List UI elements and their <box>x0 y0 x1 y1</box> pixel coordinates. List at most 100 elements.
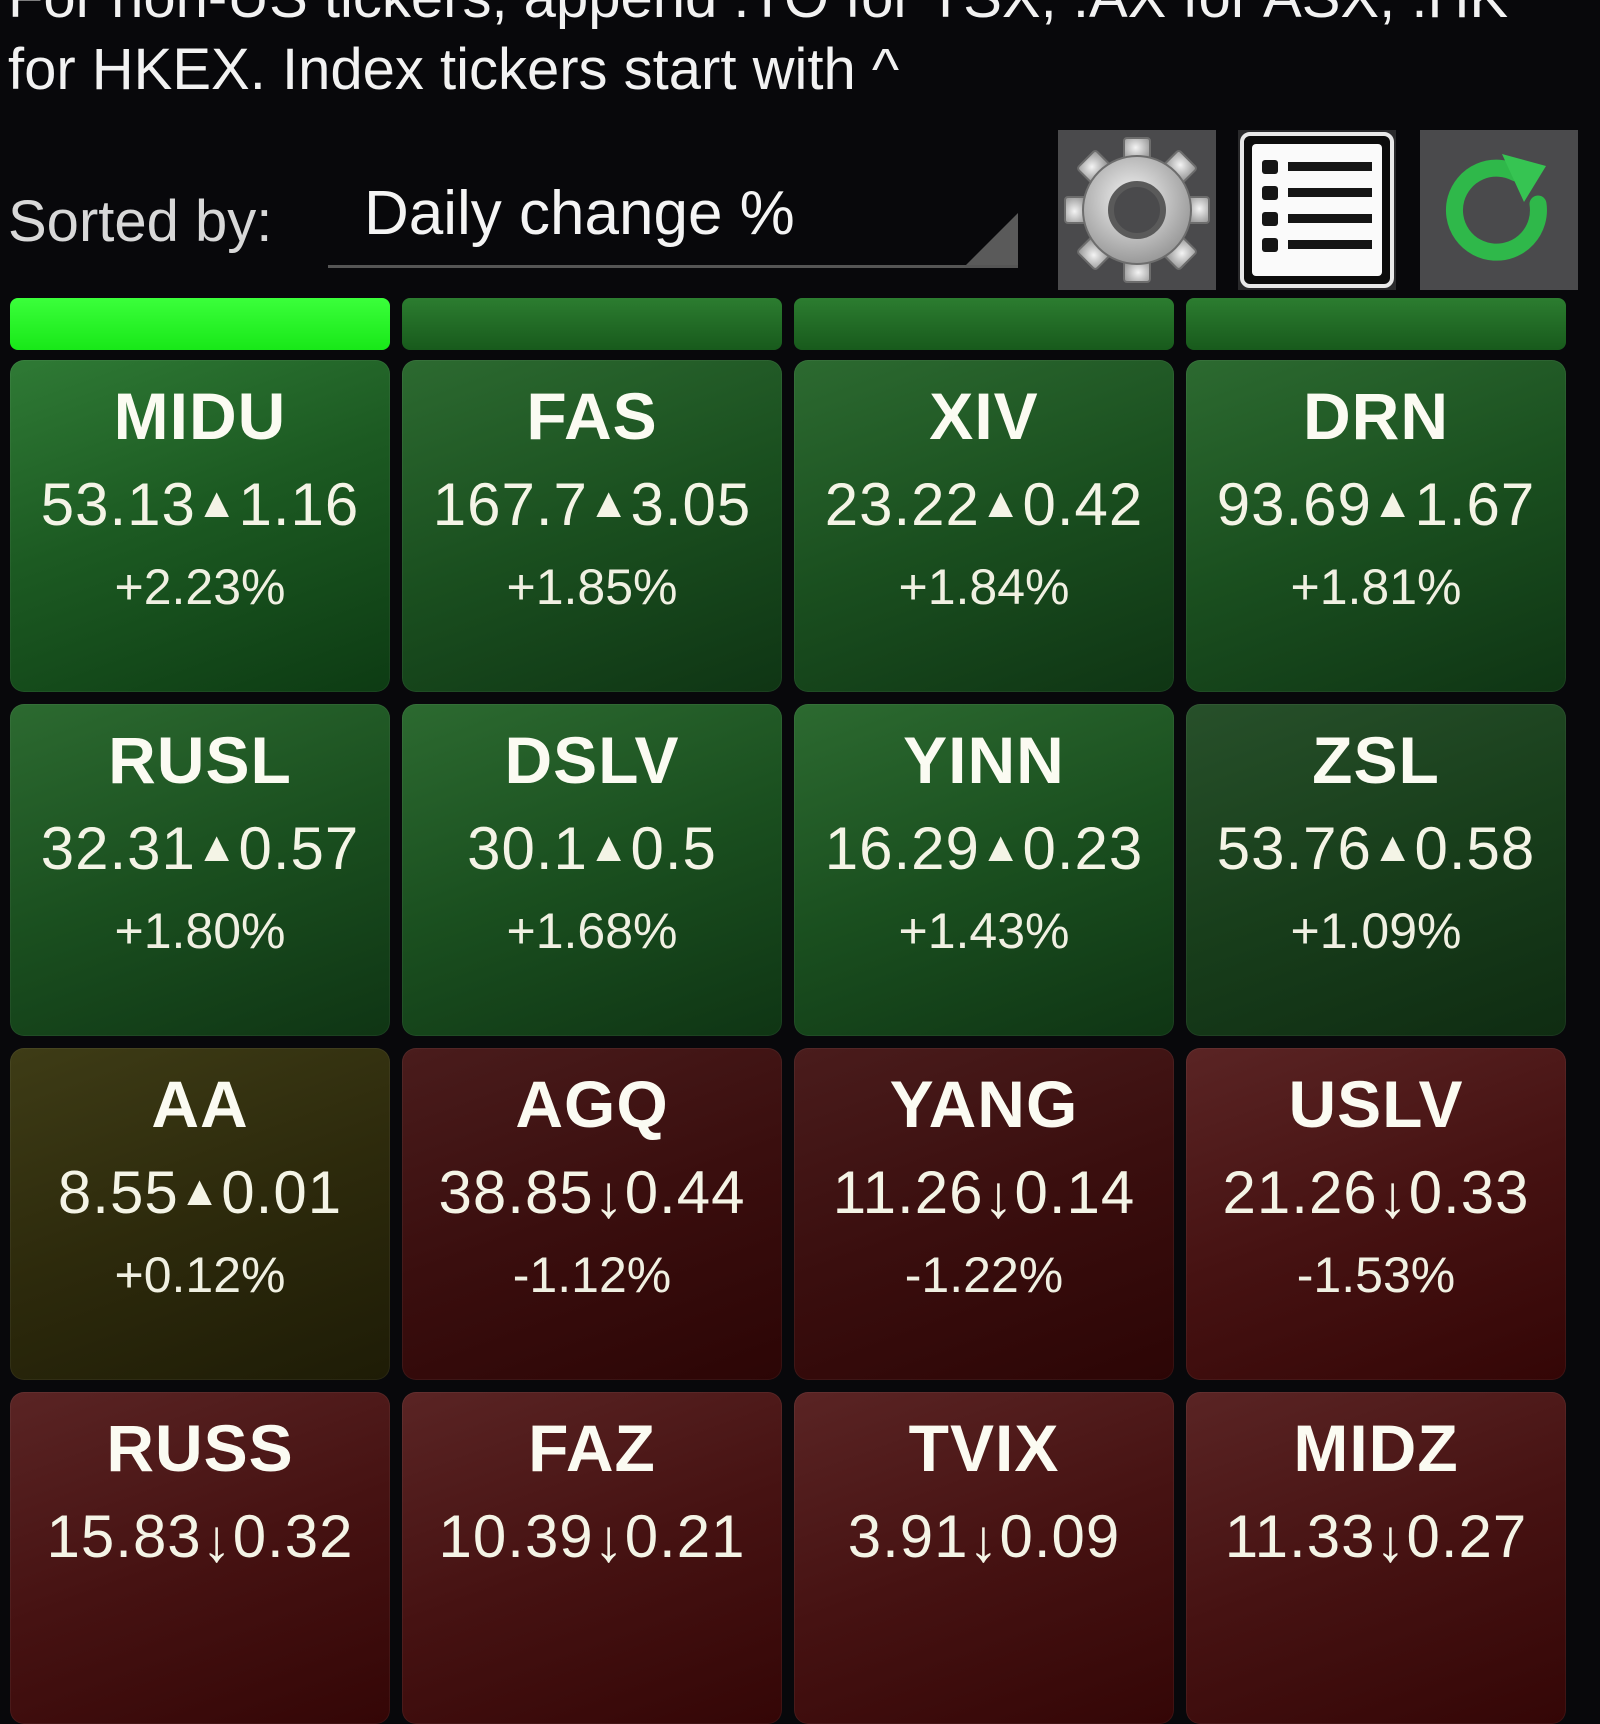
down-arrow-icon: ↓ <box>1375 1507 1407 1574</box>
ticker-percent-change: +1.43% <box>898 903 1070 959</box>
ticker-tile[interactable]: XIV 23.22▲0.42 +1.84% <box>794 360 1174 692</box>
ticker-percent-change: +1.09% <box>1290 903 1462 959</box>
settings-button[interactable] <box>1058 130 1216 290</box>
ticker-price: 3.91 <box>847 1503 969 1570</box>
up-triangle-icon: ▲ <box>1371 823 1415 870</box>
ticker-price: 15.83 <box>46 1503 202 1570</box>
column-strength-bar <box>402 298 782 350</box>
ticker-price-line: 16.29▲0.23 <box>794 814 1174 883</box>
ticker-price-line: 3.91↓0.09 <box>794 1502 1174 1575</box>
ticker-percent-change: -1.53% <box>1296 1247 1456 1303</box>
ticker-grid: MIDU 53.13▲1.16 +2.23% FAS 167.7▲3.05 +1.85% X… <box>10 298 1566 1724</box>
ticker-tile[interactable]: USLV 21.26↓0.33 -1.53% <box>1186 1048 1566 1380</box>
sort-label: Sorted by: <box>8 189 273 254</box>
ticker-price-line: 11.33↓0.27 <box>1186 1502 1566 1575</box>
ticker-change: 0.23 <box>1022 815 1144 882</box>
ticker-percent-change: +1.84% <box>898 559 1070 615</box>
up-triangle-icon: ▲ <box>979 823 1023 870</box>
up-triangle-icon: ▲ <box>195 823 239 870</box>
down-arrow-icon: ↓ <box>593 1163 625 1230</box>
ticker-tile[interactable]: ZSL 53.76▲0.58 +1.09% <box>1186 704 1566 1036</box>
ticker-tile[interactable]: DRN 93.69▲1.67 +1.81% <box>1186 360 1566 692</box>
ticker-price: 53.13 <box>40 471 196 538</box>
ticker-format-hint: For non-US tickers, append .TO for TSX, … <box>8 0 1508 102</box>
down-arrow-icon: ↓ <box>201 1507 233 1574</box>
ticker-percent-change: +2.23% <box>114 559 286 615</box>
ticker-price-line: 93.69▲1.67 <box>1186 470 1566 539</box>
ticker-price-line: 38.85↓0.44 <box>402 1158 782 1231</box>
up-triangle-icon: ▲ <box>979 479 1023 526</box>
ticker-price: 167.7 <box>432 471 588 538</box>
ticker-symbol: DSLV <box>504 723 680 797</box>
ticker-tile[interactable]: YINN 16.29▲0.23 +1.43% <box>794 704 1174 1036</box>
ticker-price-line: 32.31▲0.57 <box>10 814 390 883</box>
ticker-change: 0.33 <box>1408 1159 1530 1226</box>
down-arrow-icon: ↓ <box>968 1507 1000 1574</box>
ticker-tile[interactable]: AGQ 38.85↓0.44 -1.12% <box>402 1048 782 1380</box>
ticker-symbol: DRN <box>1303 379 1449 453</box>
ticker-tile[interactable]: RUSL 32.31▲0.57 +1.80% <box>10 704 390 1036</box>
ticker-symbol: USLV <box>1288 1067 1464 1141</box>
up-triangle-icon: ▲ <box>1371 479 1415 526</box>
sort-dropdown-value: Daily change % <box>364 179 795 248</box>
ticker-change: 0.44 <box>624 1159 746 1226</box>
ticker-tile[interactable]: AA 8.55▲0.01 +0.12% <box>10 1048 390 1380</box>
ticker-price-line: 10.39↓0.21 <box>402 1502 782 1575</box>
ticker-change: 1.67 <box>1414 471 1536 538</box>
ticker-price: 10.39 <box>438 1503 594 1570</box>
ticker-symbol: YINN <box>903 723 1065 797</box>
column-strength-bar <box>10 298 390 350</box>
ticker-tile[interactable]: RUSS 15.83↓0.32 <box>10 1392 390 1724</box>
ticker-tile[interactable]: YANG 11.26↓0.14 -1.22% <box>794 1048 1174 1380</box>
sort-dropdown[interactable]: Daily change % <box>328 170 1018 268</box>
ticker-percent-change: +1.85% <box>506 559 678 615</box>
ticker-tile[interactable]: DSLV 30.1▲0.5 +1.68% <box>402 704 782 1036</box>
ticker-change: 0.57 <box>238 815 360 882</box>
list-view-button[interactable] <box>1238 130 1396 290</box>
refresh-button[interactable] <box>1420 130 1578 290</box>
ticker-symbol: FAZ <box>528 1411 656 1485</box>
ticker-tile[interactable]: MIDU 53.13▲1.16 +2.23% <box>10 360 390 692</box>
ticker-symbol: FAS <box>526 379 658 453</box>
ticker-symbol: ZSL <box>1312 723 1440 797</box>
up-triangle-icon: ▲ <box>587 823 631 870</box>
ticker-symbol: MIDU <box>113 379 287 453</box>
down-arrow-icon: ↓ <box>1377 1163 1409 1230</box>
ticker-change: 0.14 <box>1014 1159 1136 1226</box>
ticker-change: 0.01 <box>221 1159 343 1226</box>
dropdown-corner-icon <box>966 213 1018 265</box>
ticker-price: 8.55 <box>57 1159 179 1226</box>
refresh-icon <box>1445 154 1547 261</box>
ticker-price-line: 21.26↓0.33 <box>1186 1158 1566 1231</box>
ticker-symbol: RUSS <box>106 1411 294 1485</box>
sort-toolbar: Sorted by: Daily change % <box>0 130 1600 290</box>
ticker-symbol: YANG <box>889 1067 1079 1141</box>
up-triangle-icon: ▲ <box>587 479 631 526</box>
ticker-percent-change: -1.12% <box>512 1247 672 1303</box>
column-strength-bar <box>794 298 1174 350</box>
down-arrow-icon: ↓ <box>983 1163 1015 1230</box>
ticker-percent-change: -1.22% <box>904 1247 1064 1303</box>
ticker-change: 3.05 <box>630 471 752 538</box>
ticker-symbol: RUSL <box>108 723 292 797</box>
ticker-price: 93.69 <box>1216 471 1372 538</box>
ticker-price-line: 53.13▲1.16 <box>10 470 390 539</box>
ticker-price-line: 53.76▲0.58 <box>1186 814 1566 883</box>
ticker-symbol: AA <box>151 1067 249 1141</box>
ticker-price: 11.33 <box>1224 1503 1376 1570</box>
ticker-change: 1.16 <box>238 471 360 538</box>
ticker-tile[interactable]: TVIX 3.91↓0.09 <box>794 1392 1174 1724</box>
ticker-change: 0.27 <box>1406 1503 1528 1570</box>
ticker-price: 32.31 <box>40 815 196 882</box>
ticker-percent-change: +1.80% <box>114 903 286 959</box>
ticker-tile[interactable]: MIDZ 11.33↓0.27 <box>1186 1392 1566 1724</box>
ticker-tile[interactable]: FAZ 10.39↓0.21 <box>402 1392 782 1724</box>
up-triangle-icon: ▲ <box>195 479 239 526</box>
ticker-price: 53.76 <box>1216 815 1372 882</box>
up-triangle-icon: ▲ <box>178 1167 222 1214</box>
ticker-price: 23.22 <box>824 471 980 538</box>
ticker-change: 0.42 <box>1022 471 1144 538</box>
ticker-price-line: 15.83↓0.32 <box>10 1502 390 1575</box>
ticker-tile[interactable]: FAS 167.7▲3.05 +1.85% <box>402 360 782 692</box>
gear-icon <box>1064 137 1210 283</box>
